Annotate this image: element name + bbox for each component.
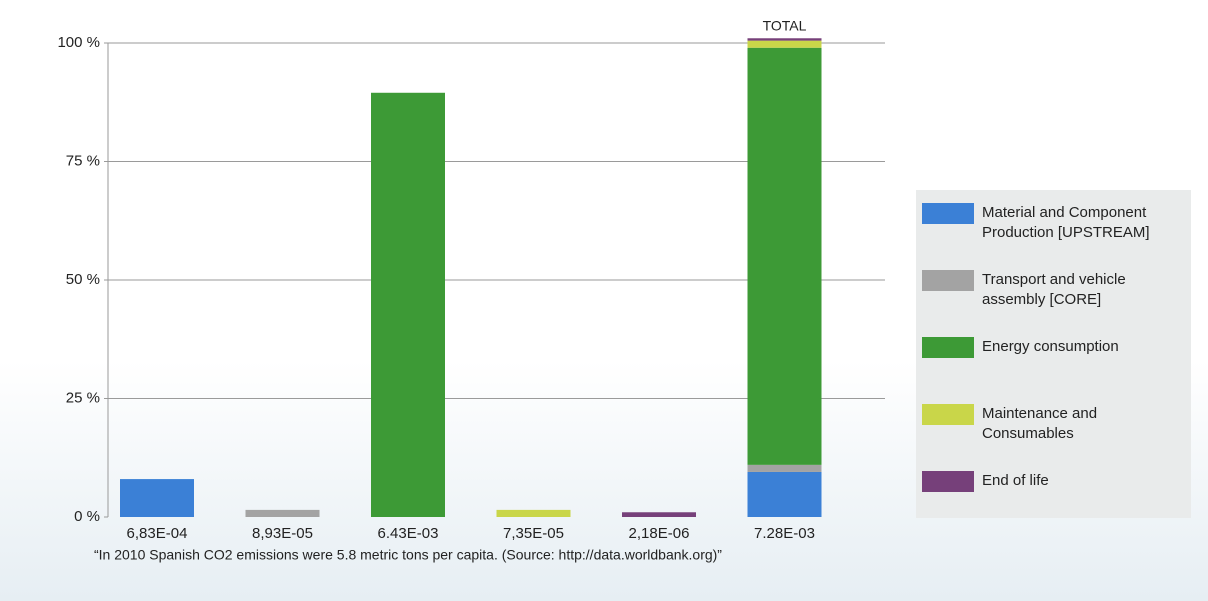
- x-tick-label: 7,35E-05: [503, 525, 564, 542]
- annotation: TOTAL: [763, 18, 807, 34]
- bar: [748, 465, 822, 472]
- x-tick-label: 6.43E-03: [378, 525, 439, 542]
- x-tick-label: 2,18E-06: [629, 525, 690, 542]
- y-tick-label: 50 %: [66, 271, 100, 288]
- legend-swatch: [922, 337, 974, 358]
- x-tick-label: 8,93E-05: [252, 525, 313, 542]
- legend-swatch: [922, 404, 974, 425]
- chart: “In 2010 Spanish CO2 emissions were 5.8 …: [0, 0, 1208, 601]
- y-tick-label: 75 %: [66, 152, 100, 169]
- bar: [246, 510, 320, 517]
- bar: [371, 93, 445, 517]
- legend-swatch: [922, 471, 974, 492]
- bar: [622, 512, 696, 517]
- legend-swatch: [922, 203, 974, 224]
- legend-label: End of life: [982, 472, 1049, 489]
- footnote: “In 2010 Spanish CO2 emissions were 5.8 …: [94, 547, 722, 563]
- bar: [120, 479, 194, 517]
- x-tick-label: 7.28E-03: [754, 525, 815, 542]
- y-tick-label: 0 %: [74, 508, 100, 525]
- bar: [748, 41, 822, 48]
- bar: [748, 472, 822, 517]
- y-tick-label: 100 %: [57, 34, 100, 51]
- bar: [497, 510, 571, 517]
- legend-label: Energy consumption: [982, 338, 1119, 355]
- legend-swatch: [922, 270, 974, 291]
- x-tick-label: 6,83E-04: [127, 525, 188, 542]
- y-tick-label: 25 %: [66, 389, 100, 406]
- bar: [748, 48, 822, 465]
- bar: [748, 38, 822, 40]
